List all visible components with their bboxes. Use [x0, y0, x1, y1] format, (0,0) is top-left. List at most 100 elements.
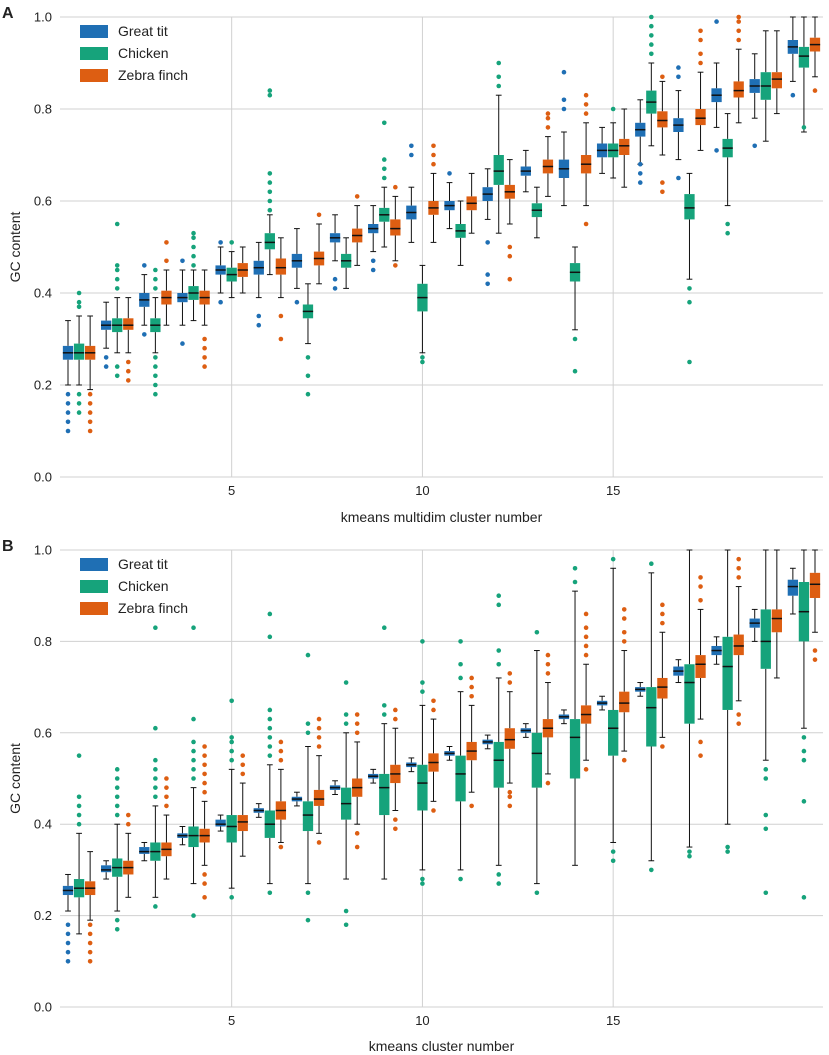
outlier-point: [125, 359, 131, 365]
outlier-point: [65, 428, 71, 434]
y-axis-label: GC content: [7, 211, 23, 282]
outlier-point: [87, 391, 93, 397]
outlier-point: [76, 401, 82, 406]
outlier-point: [687, 849, 692, 854]
box-body: [531, 732, 543, 788]
box: [787, 16, 799, 98]
box-body: [493, 155, 504, 185]
box: [466, 172, 477, 234]
outlier-point: [583, 92, 589, 98]
outlier-point: [736, 19, 741, 24]
outlier-point: [354, 712, 360, 717]
outlier-point: [65, 391, 71, 397]
outlier-point: [191, 776, 196, 781]
outlier-point: [153, 267, 158, 273]
outlier-point: [202, 364, 207, 369]
outlier-point: [507, 244, 513, 250]
outlier-point: [736, 721, 741, 726]
box: [199, 744, 210, 900]
outlier-point: [621, 607, 627, 612]
box: [417, 639, 428, 886]
box: [150, 625, 161, 909]
outlier-point: [65, 959, 71, 964]
plot-area: [60, 17, 823, 477]
outlier-point: [610, 106, 616, 112]
outlier-point: [687, 286, 692, 291]
y-tick-label: 0.8: [34, 102, 52, 117]
box: [657, 602, 668, 749]
outlier-point: [420, 881, 425, 886]
box: [139, 263, 150, 337]
outlier-point: [191, 716, 196, 722]
outlier-point: [305, 373, 311, 379]
outlier-point: [725, 221, 730, 227]
outlier-point: [763, 776, 769, 781]
y-tick-label: 0.4: [34, 286, 52, 301]
outlier-point: [698, 51, 703, 57]
box: [635, 99, 646, 185]
outlier-point: [114, 767, 120, 772]
series-chicken: [73, 14, 810, 415]
outlier-point: [153, 391, 158, 397]
box: [798, 549, 810, 900]
outlier-point: [125, 812, 131, 818]
box-body: [139, 847, 150, 854]
outlier-point: [343, 721, 349, 726]
box: [619, 607, 630, 763]
box: [253, 803, 264, 818]
outlier-point: [305, 890, 311, 896]
outlier-point: [698, 584, 703, 589]
outlier-point: [763, 767, 769, 772]
box: [482, 168, 493, 287]
legend-label: Chicken: [118, 45, 169, 61]
outlier-point: [267, 707, 273, 713]
outlier-point: [202, 881, 207, 886]
series-zebra-finch: [84, 549, 821, 964]
panel-letter: A: [2, 5, 14, 22]
outlier-point: [332, 276, 338, 282]
outlier-point: [191, 739, 196, 745]
outlier-point: [714, 19, 719, 24]
box: [608, 556, 619, 864]
outlier-point: [229, 240, 234, 245]
outlier-point: [469, 675, 474, 681]
box: [771, 549, 782, 679]
outlier-point: [790, 92, 796, 98]
box: [62, 873, 74, 964]
outlier-point: [103, 355, 109, 360]
outlier-point: [153, 725, 158, 731]
outlier-point: [621, 639, 627, 644]
outlier-point: [305, 391, 311, 397]
box: [112, 221, 123, 379]
outlier-point: [420, 680, 425, 685]
box: [406, 143, 417, 243]
legend-swatch: [80, 47, 108, 60]
outlier-point: [649, 23, 654, 29]
outlier-point: [381, 120, 387, 126]
box-body: [684, 194, 695, 220]
outlier-point: [191, 913, 196, 918]
box-body: [809, 572, 821, 598]
outlier-point: [87, 428, 93, 434]
box-body: [608, 709, 619, 756]
outlier-point: [381, 166, 387, 172]
box: [646, 14, 657, 147]
outlier-point: [76, 410, 82, 415]
x-tick-label: 5: [228, 483, 235, 498]
outlier-point: [507, 680, 513, 685]
legend-swatch: [80, 558, 108, 571]
outlier-point: [343, 908, 349, 914]
box: [809, 16, 821, 93]
box: [673, 659, 684, 684]
outlier-point: [76, 753, 82, 758]
outlier-point: [180, 341, 185, 346]
box-body: [771, 609, 782, 633]
outlier-point: [381, 712, 387, 717]
outlier-point: [114, 785, 120, 790]
box: [558, 69, 570, 207]
box-body: [798, 46, 810, 68]
outlier-point: [278, 336, 284, 342]
x-tick-label: 10: [415, 1013, 429, 1028]
outlier-point: [125, 821, 131, 827]
box-body: [313, 789, 325, 806]
